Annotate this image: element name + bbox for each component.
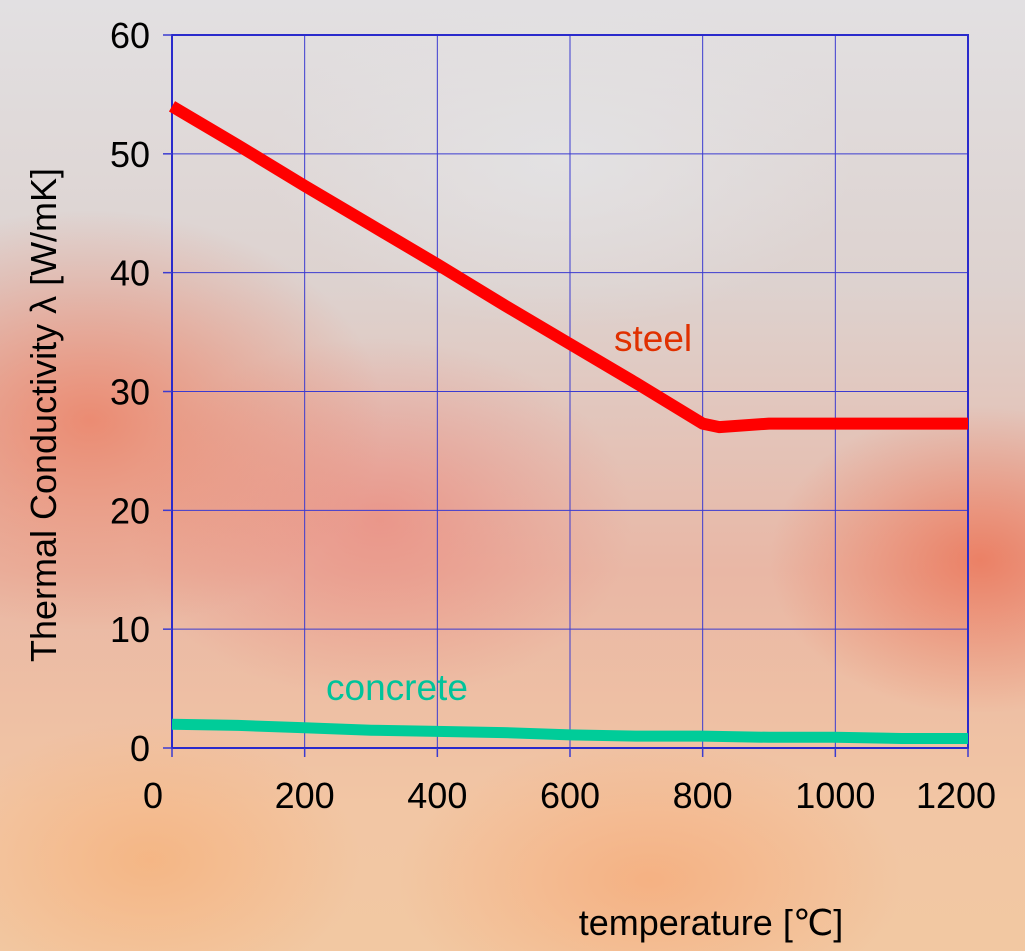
y-tick-label: 30	[110, 372, 150, 413]
gridlines	[172, 35, 968, 748]
y-tick-label: 20	[110, 490, 150, 531]
x-axis-title: temperature [℃]	[579, 902, 844, 943]
y-tick-label: 0	[130, 728, 150, 769]
x-tick-label: 200	[275, 775, 335, 816]
x-tick-label: 600	[540, 775, 600, 816]
series-label-steel: steel	[614, 318, 692, 359]
series-line-concrete	[171, 718, 968, 744]
x-tick-labels: 0 200 400 600 800 1000 1200	[143, 775, 996, 816]
y-tick-labels: 0 10 20 30 40 50 60	[110, 15, 150, 769]
x-tick-label: 400	[407, 775, 467, 816]
x-tick-label: 1000	[795, 775, 875, 816]
y-tick-label: 40	[110, 253, 150, 294]
y-tick-label: 50	[110, 134, 150, 175]
x-tick-label: 1200	[916, 775, 996, 816]
series-line-steel	[168, 101, 968, 434]
x-tick-label: 0	[143, 775, 163, 816]
x-tick-label: 800	[673, 775, 733, 816]
axis-tick-marks	[163, 34, 969, 757]
series-label-concrete: concrete	[326, 667, 468, 708]
series-lines	[168, 101, 968, 744]
y-tick-label: 60	[110, 15, 150, 56]
y-tick-label: 10	[110, 609, 150, 650]
y-axis-title: Thermal Conductivity λ [W/mK]	[23, 168, 64, 662]
